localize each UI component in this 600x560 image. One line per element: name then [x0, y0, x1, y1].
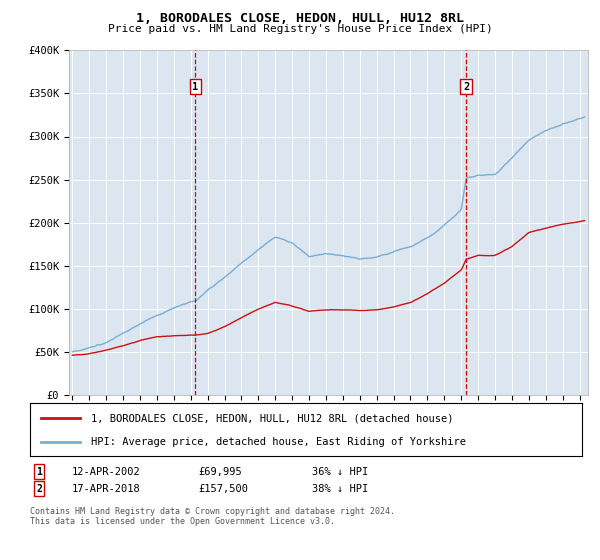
- Text: 1, BORODALES CLOSE, HEDON, HULL, HU12 8RL: 1, BORODALES CLOSE, HEDON, HULL, HU12 8R…: [136, 12, 464, 25]
- Text: 38% ↓ HPI: 38% ↓ HPI: [312, 484, 368, 494]
- Text: 17-APR-2018: 17-APR-2018: [72, 484, 141, 494]
- Text: 2: 2: [463, 82, 469, 92]
- Text: £69,995: £69,995: [198, 466, 242, 477]
- Text: Contains HM Land Registry data © Crown copyright and database right 2024.
This d: Contains HM Land Registry data © Crown c…: [30, 507, 395, 526]
- Text: HPI: Average price, detached house, East Riding of Yorkshire: HPI: Average price, detached house, East…: [91, 436, 466, 446]
- Text: 2: 2: [36, 484, 42, 494]
- Text: 1: 1: [193, 82, 199, 92]
- Text: 1, BORODALES CLOSE, HEDON, HULL, HU12 8RL (detached house): 1, BORODALES CLOSE, HEDON, HULL, HU12 8R…: [91, 413, 453, 423]
- Text: 1: 1: [36, 466, 42, 477]
- Text: 36% ↓ HPI: 36% ↓ HPI: [312, 466, 368, 477]
- Text: Price paid vs. HM Land Registry's House Price Index (HPI): Price paid vs. HM Land Registry's House …: [107, 24, 493, 34]
- Text: 12-APR-2002: 12-APR-2002: [72, 466, 141, 477]
- Text: £157,500: £157,500: [198, 484, 248, 494]
